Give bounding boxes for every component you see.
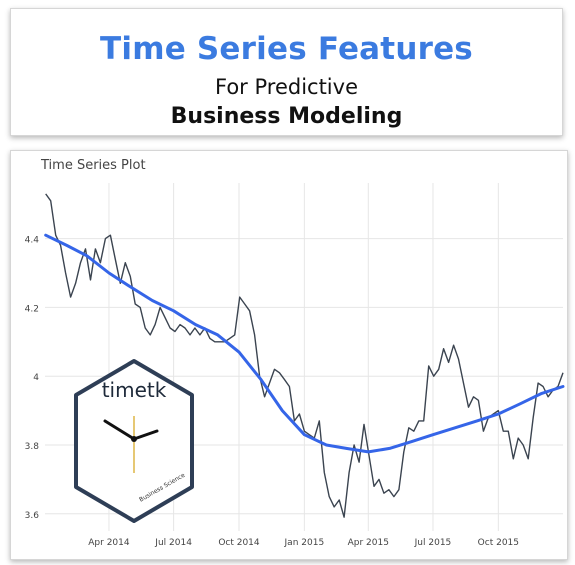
- x-tick-label: Apr 2015: [348, 538, 389, 548]
- y-tick-label: 3.8: [25, 442, 40, 452]
- subtitle-line-1: For Predictive: [214, 75, 358, 99]
- x-tick-label: Jul 2014: [154, 538, 192, 548]
- x-tick-label: Oct 2015: [478, 538, 519, 548]
- x-tick-label: Apr 2014: [88, 538, 130, 548]
- clock-center: [131, 436, 137, 442]
- chart-title: Time Series Plot: [41, 158, 146, 173]
- timetk-logo: timetk Business Science: [74, 359, 194, 523]
- page-title: Time Series Features: [100, 31, 473, 67]
- y-tick-label: 4.2: [25, 304, 39, 314]
- series-line: [45, 193, 564, 518]
- x-tick-label: Jan 2015: [284, 538, 325, 548]
- y-tick-label: 4: [33, 373, 39, 383]
- x-axis-ticks: Apr 2014 Jul 2014 Oct 2014 Jan 2015 Apr 2015…: [88, 538, 519, 548]
- y-tick-label: 3.6: [25, 511, 40, 521]
- smoother-line: [44, 233, 565, 454]
- subtitle-line-2: Business Modeling: [170, 104, 403, 129]
- time-series-chart: 3.6 3.8 4 4.2 4.4 Apr 2014 Jul 2014 Oct 2014 Ja…: [25, 183, 565, 548]
- x-tick-label: Oct 2014: [218, 538, 260, 548]
- clock-hand-hour: [103, 419, 136, 441]
- clock-hand-minute: [132, 429, 159, 441]
- logo-wordmark: timetk: [102, 378, 167, 402]
- x-tick-label: Jul 2015: [414, 538, 452, 548]
- y-axis-ticks: 3.6 3.8 4 4.2 4.4: [25, 236, 40, 521]
- title-card: Time Series Features For Predictive Busi…: [10, 8, 563, 136]
- grid: [45, 183, 563, 531]
- chart-card: Time Series Plot 3.6 3.8 4 4.2 4.4 Apr 2014 J…: [10, 150, 568, 560]
- y-tick-label: 4.4: [25, 236, 40, 246]
